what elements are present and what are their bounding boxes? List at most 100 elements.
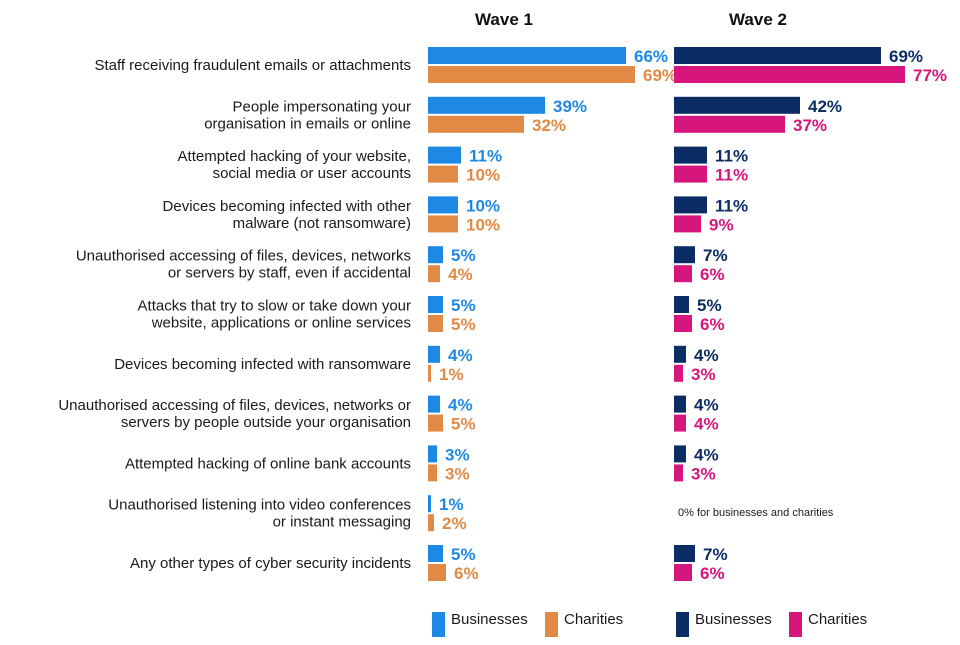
bar-wave2-businesses — [674, 545, 695, 562]
value-label: 6% — [700, 315, 725, 334]
bar-wave1-businesses — [428, 345, 440, 363]
category-label: website, applications or online services — [151, 315, 411, 332]
bar-wave2-businesses — [674, 345, 686, 363]
value-label: 10% — [466, 215, 500, 234]
bar-wave2-businesses — [674, 96, 800, 114]
wave-title-2: Wave 2 — [729, 10, 787, 29]
value-label: 1% — [439, 365, 464, 384]
value-label: 69% — [643, 66, 677, 85]
category-label: Unauthorised listening into video confer… — [108, 497, 411, 514]
value-label: 5% — [451, 246, 476, 265]
bar-wave1-charities — [428, 265, 440, 283]
bar-wave1-charities — [428, 464, 437, 482]
value-label: 10% — [466, 196, 500, 215]
category-label: People impersonating your — [233, 98, 411, 115]
legend-swatch-wave1-businesses — [432, 612, 445, 637]
bar-wave2-charities — [674, 364, 683, 382]
wave-title-1: Wave 1 — [475, 10, 533, 29]
category-label: Devices becoming infected with ransomwar… — [114, 356, 411, 373]
value-label: 6% — [700, 564, 725, 583]
bar-wave2-businesses — [674, 296, 689, 313]
category-label: social media or user accounts — [213, 165, 411, 182]
value-label: 7% — [703, 545, 728, 564]
value-label: 5% — [451, 545, 476, 564]
value-label: 3% — [445, 464, 470, 483]
category-label: servers by people outside your organisat… — [121, 414, 411, 431]
value-label: 3% — [445, 445, 470, 464]
value-label: 7% — [703, 246, 728, 265]
legend-label: Businesses — [451, 611, 528, 628]
category-label: Attacks that try to slow or take down yo… — [138, 298, 411, 315]
bar-wave2-businesses — [674, 47, 881, 64]
bar-wave2-charities — [674, 66, 905, 83]
category-label: Attempted hacking of online bank account… — [125, 455, 411, 472]
bar-wave1-charities — [428, 66, 635, 83]
bar-wave1-businesses — [428, 146, 461, 164]
value-label: 4% — [448, 396, 473, 415]
bar-wave1-charities — [428, 364, 431, 382]
bar-wave1-businesses — [428, 196, 458, 214]
category-label: Staff receiving fraudulent emails or att… — [94, 57, 411, 74]
category-label: Attempted hacking of your website, — [178, 148, 411, 165]
value-label: 10% — [466, 166, 500, 185]
legend-label: Charities — [564, 611, 623, 628]
bar-wave2-businesses — [674, 246, 695, 264]
legend-swatch-wave1-charities — [545, 612, 558, 637]
value-label: 32% — [532, 116, 566, 135]
value-label: 3% — [691, 365, 716, 384]
bar-wave1-businesses — [428, 395, 440, 413]
bar-wave1-businesses — [428, 545, 443, 562]
bar-wave2-charities — [674, 315, 692, 332]
bar-wave2-charities — [674, 115, 785, 133]
bar-wave2-charities — [674, 165, 707, 183]
legend-swatch-wave2-charities — [789, 612, 802, 637]
category-label: Devices becoming infected with other — [163, 198, 411, 215]
category-label: malware (not ransomware) — [233, 215, 411, 232]
category-label: Unauthorised accessing of files, devices… — [76, 248, 411, 265]
category-label: or instant messaging — [273, 514, 411, 531]
value-label: 37% — [793, 116, 827, 135]
value-label: 4% — [694, 346, 719, 365]
value-label: 6% — [700, 265, 725, 284]
legend-label: Charities — [808, 611, 867, 628]
value-label: 11% — [715, 196, 748, 215]
bar-wave2-charities — [674, 464, 683, 482]
bar-wave1-charities — [428, 115, 524, 133]
bar-wave2-businesses — [674, 395, 686, 413]
bar-wave2-businesses — [674, 146, 707, 164]
value-label: 77% — [913, 66, 947, 85]
value-label: 11% — [469, 147, 502, 166]
bar-wave1-businesses — [428, 445, 437, 463]
category-label: organisation in emails or online — [204, 115, 411, 132]
value-label: 5% — [697, 296, 722, 315]
legend-swatch-wave2-businesses — [676, 612, 689, 637]
bar-wave2-businesses — [674, 445, 686, 463]
value-label: 39% — [553, 97, 587, 116]
bar-wave2-charities — [674, 564, 692, 581]
value-label: 42% — [808, 97, 842, 116]
bar-wave1-businesses — [428, 246, 443, 264]
bar-wave2-charities — [674, 215, 701, 233]
bar-wave1-businesses — [428, 296, 443, 313]
value-label: 5% — [451, 315, 476, 334]
value-label: 4% — [448, 265, 473, 284]
value-label: 6% — [454, 564, 479, 583]
value-label: 4% — [448, 346, 473, 365]
value-label: 5% — [451, 296, 476, 315]
bar-wave1-businesses — [428, 47, 626, 64]
legend-label: Businesses — [695, 611, 772, 628]
category-label: Any other types of cyber security incide… — [130, 555, 411, 572]
value-label: 5% — [451, 415, 476, 434]
bar-wave2-businesses — [674, 196, 707, 214]
bar-wave1-charities — [428, 414, 443, 432]
bar-wave2-charities — [674, 414, 686, 432]
value-label: 2% — [442, 514, 467, 533]
value-label: 3% — [691, 464, 716, 483]
value-label: 1% — [439, 495, 464, 514]
bar-wave1-businesses — [428, 96, 545, 114]
bar-wave2-charities — [674, 265, 692, 283]
zero-percent-note: 0% for businesses and charities — [678, 507, 834, 519]
bar-wave1-businesses — [428, 495, 431, 513]
value-label: 66% — [634, 47, 668, 66]
